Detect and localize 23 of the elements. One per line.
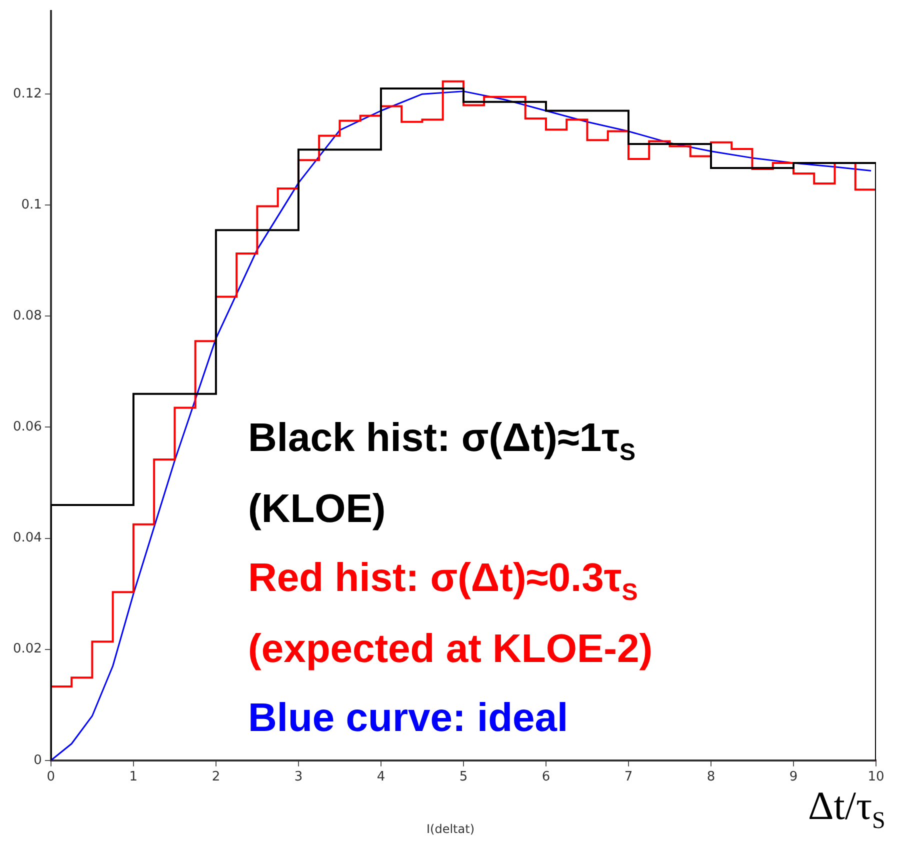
x-tick-label: 1	[129, 770, 138, 785]
annotation: Red hist: σ(Δt)≈0.3τ$_{S}$ (expected at KLOE-2)	[248, 555, 653, 673]
text: Black hist: σ(Δt)≈1τ$_{S}$ (KLOE)	[248, 416, 636, 531]
y-tick-label: 0	[34, 752, 42, 768]
y-tick-label: 0.1	[21, 198, 42, 213]
x-tick-label: 5	[459, 770, 468, 785]
x-axis-title: I(deltat)	[426, 822, 474, 836]
y-tick-label: 0.08	[12, 308, 42, 324]
annotation: Blue curve: ideal	[248, 695, 568, 742]
x-tick-label: 7	[624, 770, 633, 785]
y-tick-label: 0.12	[12, 86, 42, 102]
x-tick-label: 9	[789, 770, 798, 785]
text: Δt/τ$_{S}$	[808, 782, 886, 836]
x-tick-label: 3	[294, 770, 303, 785]
x-tick-label: 0	[46, 770, 56, 785]
x-tick-label: 8	[706, 770, 716, 785]
x-tick-label: 2	[212, 770, 220, 785]
y-tick-label: 0.06	[12, 420, 42, 435]
y-tick-label: 0.02	[12, 642, 42, 657]
x-tick-label: 6	[542, 770, 550, 785]
x-tick-label: 4	[376, 770, 386, 785]
y-tick-label: 0.04	[12, 530, 42, 546]
x-tick-label: 10	[868, 770, 884, 785]
